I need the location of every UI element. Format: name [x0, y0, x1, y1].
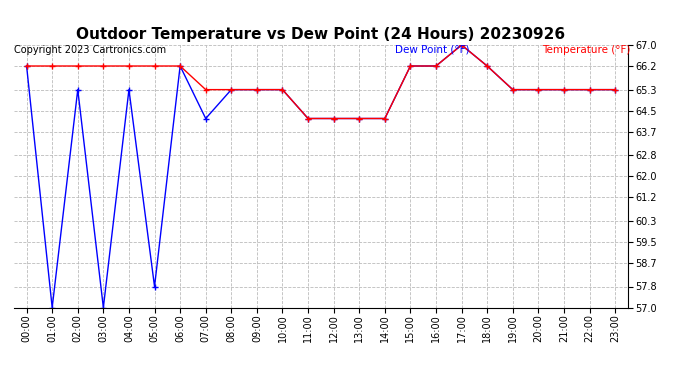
Text: Dew Point (°F): Dew Point (°F) — [395, 45, 469, 55]
Title: Outdoor Temperature vs Dew Point (24 Hours) 20230926: Outdoor Temperature vs Dew Point (24 Hou… — [77, 27, 565, 42]
Text: Temperature (°F): Temperature (°F) — [542, 45, 630, 55]
Text: Copyright 2023 Cartronics.com: Copyright 2023 Cartronics.com — [14, 45, 166, 55]
